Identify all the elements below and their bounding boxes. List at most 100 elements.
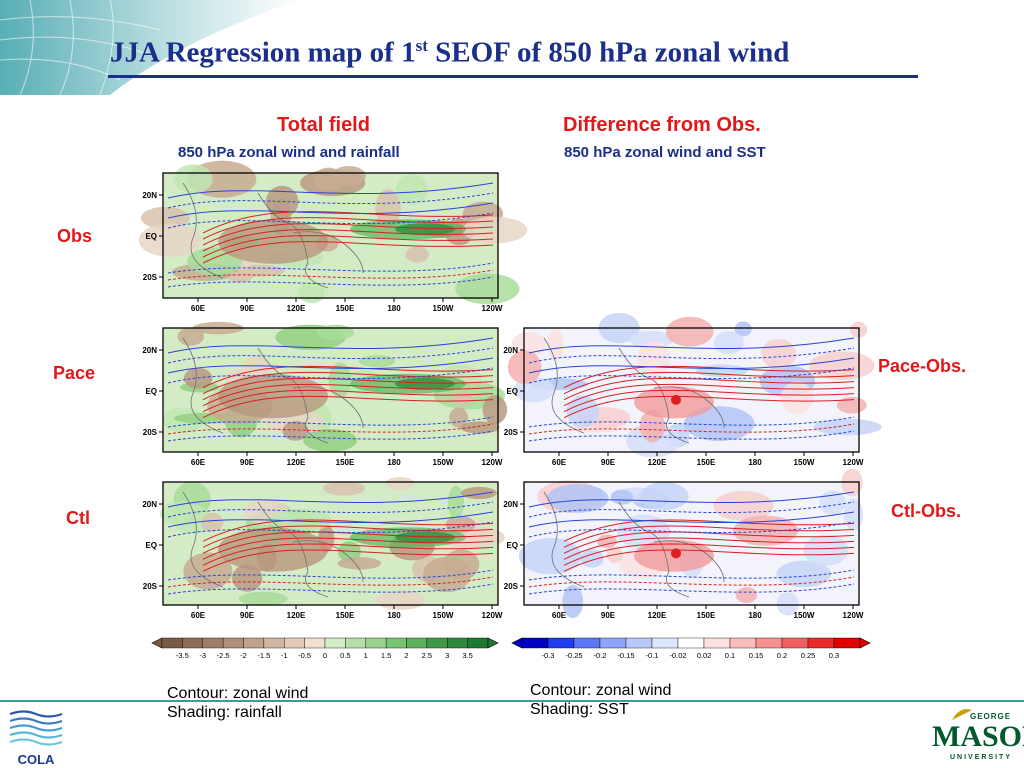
- colorbar-tick-label: -1.5: [257, 651, 270, 660]
- colorbar-tick-label: 2: [404, 651, 408, 660]
- lon-tick-label: 150E: [336, 458, 355, 467]
- colorbar-tick-label: -1: [281, 651, 288, 660]
- right-note-shading: Shading: SST: [530, 701, 629, 718]
- cola-logo: COLA: [8, 708, 64, 767]
- title-underline: [108, 75, 918, 78]
- ctl-obs-label: Ctl-Obs.: [891, 501, 961, 521]
- colorbar-tick-label: -2.5: [217, 651, 230, 660]
- footer-line: [0, 700, 1024, 702]
- lat-tick-label: EQ: [506, 541, 518, 550]
- lon-tick-label: 60E: [191, 611, 206, 620]
- colorbar-left-arrow: [511, 637, 523, 649]
- colorbar-tick-label: -3.5: [176, 651, 189, 660]
- colorbar-tick-label: -0.2: [594, 651, 607, 660]
- colorbar-tick-label: 2.5: [422, 651, 432, 660]
- lon-tick-label: 150W: [433, 611, 454, 620]
- colorbar-right-arrow: [487, 637, 499, 649]
- page-title: JJA Regression map of 1st SEOF of 850 hP…: [110, 36, 790, 69]
- lon-tick-label: 180: [387, 611, 401, 620]
- gmu-logo: GEORGE MASON UNIVERSITY: [930, 708, 1024, 764]
- cola-text: COLA: [17, 752, 55, 767]
- header-decoration: [0, 0, 300, 95]
- lon-tick-label: 120W: [482, 611, 503, 620]
- cola-waves-icon: [9, 710, 63, 746]
- obs-total-map: 20N EQ 20S 60E 90E 120E 150E 180 150W 120W: [138, 160, 528, 313]
- lat-tick-label: 20N: [142, 346, 157, 355]
- colorbar-swatch: [222, 637, 244, 649]
- colorbar-swatch: [447, 637, 468, 649]
- lat-tick-label: 20S: [504, 428, 519, 437]
- lon-tick-label: 90E: [601, 458, 616, 467]
- lat-tick-label: 20N: [503, 500, 518, 509]
- lon-tick-label: 150W: [794, 611, 815, 620]
- lon-tick-label: 60E: [191, 304, 206, 313]
- lon-tick-label: 150E: [336, 611, 355, 620]
- colorbar-swatch: [729, 637, 757, 649]
- lon-tick-label: 150E: [697, 611, 716, 620]
- lon-tick-label: 90E: [601, 611, 616, 620]
- colorbar-tick-label: 0.02: [697, 651, 712, 660]
- colorbar-swatch: [182, 637, 203, 649]
- lon-tick-label: 90E: [240, 611, 255, 620]
- colorbar-tick-label: -0.3: [542, 651, 555, 660]
- lon-tick-label: 120W: [843, 458, 864, 467]
- colorbar-tick-label: -3: [199, 651, 206, 660]
- colorbar-tick-label: 0: [323, 651, 327, 660]
- pace-total-map: 20N EQ 20S 60E 90E 120E 150E 180 150W 120W: [142, 321, 508, 467]
- lon-tick-label: 150W: [433, 304, 454, 313]
- colorbar-right-arrow: [859, 637, 871, 649]
- colorbar-swatch: [599, 637, 627, 649]
- lon-tick-label: 180: [748, 458, 762, 467]
- lon-tick-label: 120E: [287, 458, 306, 467]
- lat-tick-label: 20S: [143, 582, 158, 591]
- lon-tick-label: 150W: [794, 458, 815, 467]
- row-label-obs: Obs: [57, 226, 93, 246]
- ctl-diff-map: 20N EQ 20S 60E 90E 120E 150E 180 150W 120W: [503, 468, 864, 620]
- colorbar-swatch: [807, 637, 835, 649]
- colorbar-swatch: [161, 637, 183, 649]
- sst-colorbar: -0.3 -0.25 -0.2 -0.15 -0.1 -0.02 0.02 0.1 0.15 0.…: [511, 637, 871, 660]
- colorbar-swatch: [781, 637, 809, 649]
- difference-subheading: 850 hPa zonal wind and SST: [564, 144, 766, 161]
- colorbar-swatch: [651, 637, 679, 649]
- colorbar-swatch: [263, 637, 285, 649]
- colorbar-tick-label: 0.15: [749, 651, 764, 660]
- colorbar-tick-label: -2: [240, 651, 247, 660]
- colorbar-swatch: [304, 637, 326, 649]
- lat-tick-label: EQ: [145, 541, 157, 550]
- lon-tick-label: 120E: [648, 611, 667, 620]
- gmu-leaf-icon: [952, 709, 972, 720]
- lon-tick-label: 150E: [697, 458, 716, 467]
- lon-tick-label: 120E: [287, 611, 306, 620]
- left-note-shading: Shading: rainfall: [167, 704, 282, 721]
- lon-tick-label: 90E: [240, 458, 255, 467]
- lon-tick-label: 180: [387, 458, 401, 467]
- colorbar-tick-label: 3: [445, 651, 449, 660]
- lon-tick-label: 120E: [648, 458, 667, 467]
- lat-tick-label: EQ: [145, 387, 157, 396]
- colorbar-swatch: [625, 637, 653, 649]
- colorbar-swatch: [406, 637, 428, 649]
- colorbar-swatch: [703, 637, 731, 649]
- colorbar-tick-label: -0.1: [646, 651, 659, 660]
- lat-tick-label: 20N: [503, 346, 518, 355]
- colorbar-left-arrow: [151, 637, 163, 649]
- lat-tick-label: 20N: [142, 191, 157, 200]
- colorbar-swatch: [243, 637, 265, 649]
- colorbar-tick-label: -0.15: [617, 651, 634, 660]
- row-label-ctl: Ctl: [66, 508, 90, 528]
- lat-tick-label: 20S: [143, 273, 158, 282]
- colorbar-swatch: [385, 637, 407, 649]
- lon-tick-label: 120W: [843, 611, 864, 620]
- lon-tick-label: 120E: [287, 304, 306, 313]
- colorbar-swatch: [365, 637, 387, 649]
- lon-tick-label: 180: [387, 304, 401, 313]
- colorbar-tick-label: -0.25: [565, 651, 582, 660]
- lon-tick-label: 120W: [482, 304, 503, 313]
- row-label-pace: Pace: [53, 363, 96, 383]
- colorbar-tick-label: 1.5: [381, 651, 391, 660]
- colorbar-swatch: [345, 637, 366, 649]
- colorbar-tick-label: 0.3: [829, 651, 839, 660]
- colorbar-swatch: [573, 637, 601, 649]
